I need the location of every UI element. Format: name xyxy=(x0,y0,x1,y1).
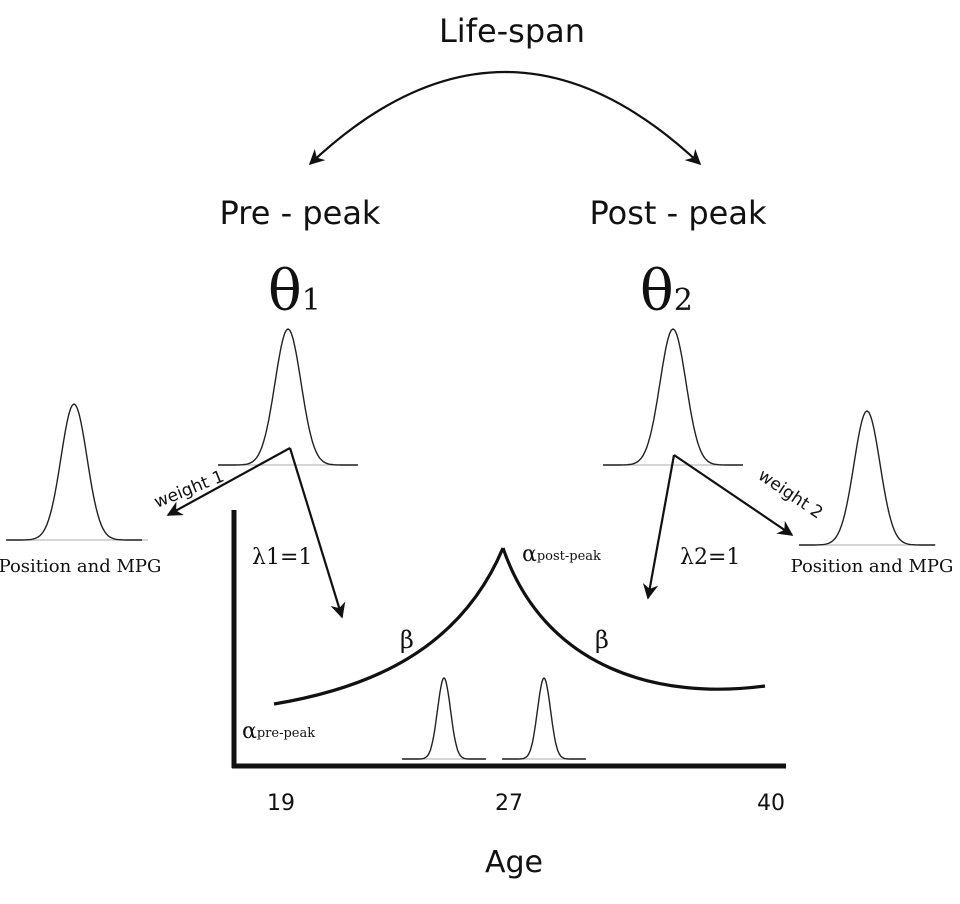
theta-1-distribution xyxy=(218,328,358,466)
peak-distribution-left xyxy=(402,677,486,760)
aging-curve-post-peak xyxy=(501,547,766,691)
peak-distribution-right xyxy=(502,677,586,760)
position-mpg-right-distribution xyxy=(799,410,936,546)
alpha-post-peak-label: αpost-peak xyxy=(522,542,601,567)
beta-post-peak-label: β xyxy=(595,626,609,654)
weight-1-label: weight 1 xyxy=(151,467,227,513)
theta-2: θ2 xyxy=(640,259,693,324)
theta-2-distribution xyxy=(603,328,743,466)
pre-peak-label: Pre - peak xyxy=(220,194,381,232)
x-tick-19: 19 xyxy=(267,791,295,816)
lambda-1-arrow xyxy=(288,447,346,619)
post-peak-label: Post - peak xyxy=(590,194,767,232)
position-mpg-left-distribution xyxy=(6,403,148,541)
theta-1: θ1 xyxy=(268,259,321,324)
lambda-1-label: λ1=1 xyxy=(252,545,312,570)
weight-2-label: weight 2 xyxy=(754,466,826,524)
position-mpg-left-label: Position and MPG xyxy=(0,556,161,577)
position-mpg-right-label: Position and MPG xyxy=(791,556,954,577)
lifespan-arrow xyxy=(308,71,702,166)
lambda-2-label: λ2=1 xyxy=(680,545,740,570)
beta-pre-peak-label: β xyxy=(400,626,414,654)
weight-2-arrow xyxy=(673,454,794,536)
x-tick-40: 40 xyxy=(757,791,785,816)
aging-curve-pre-peak xyxy=(273,547,505,706)
weight-1-arrow xyxy=(166,447,291,516)
diagram-title: Life-span xyxy=(439,12,585,50)
x-axis-label: Age xyxy=(485,845,543,880)
x-tick-27: 27 xyxy=(495,791,523,816)
alpha-pre-peak-label: αpre-peak xyxy=(242,719,315,744)
lambda-2-arrow xyxy=(642,454,676,600)
